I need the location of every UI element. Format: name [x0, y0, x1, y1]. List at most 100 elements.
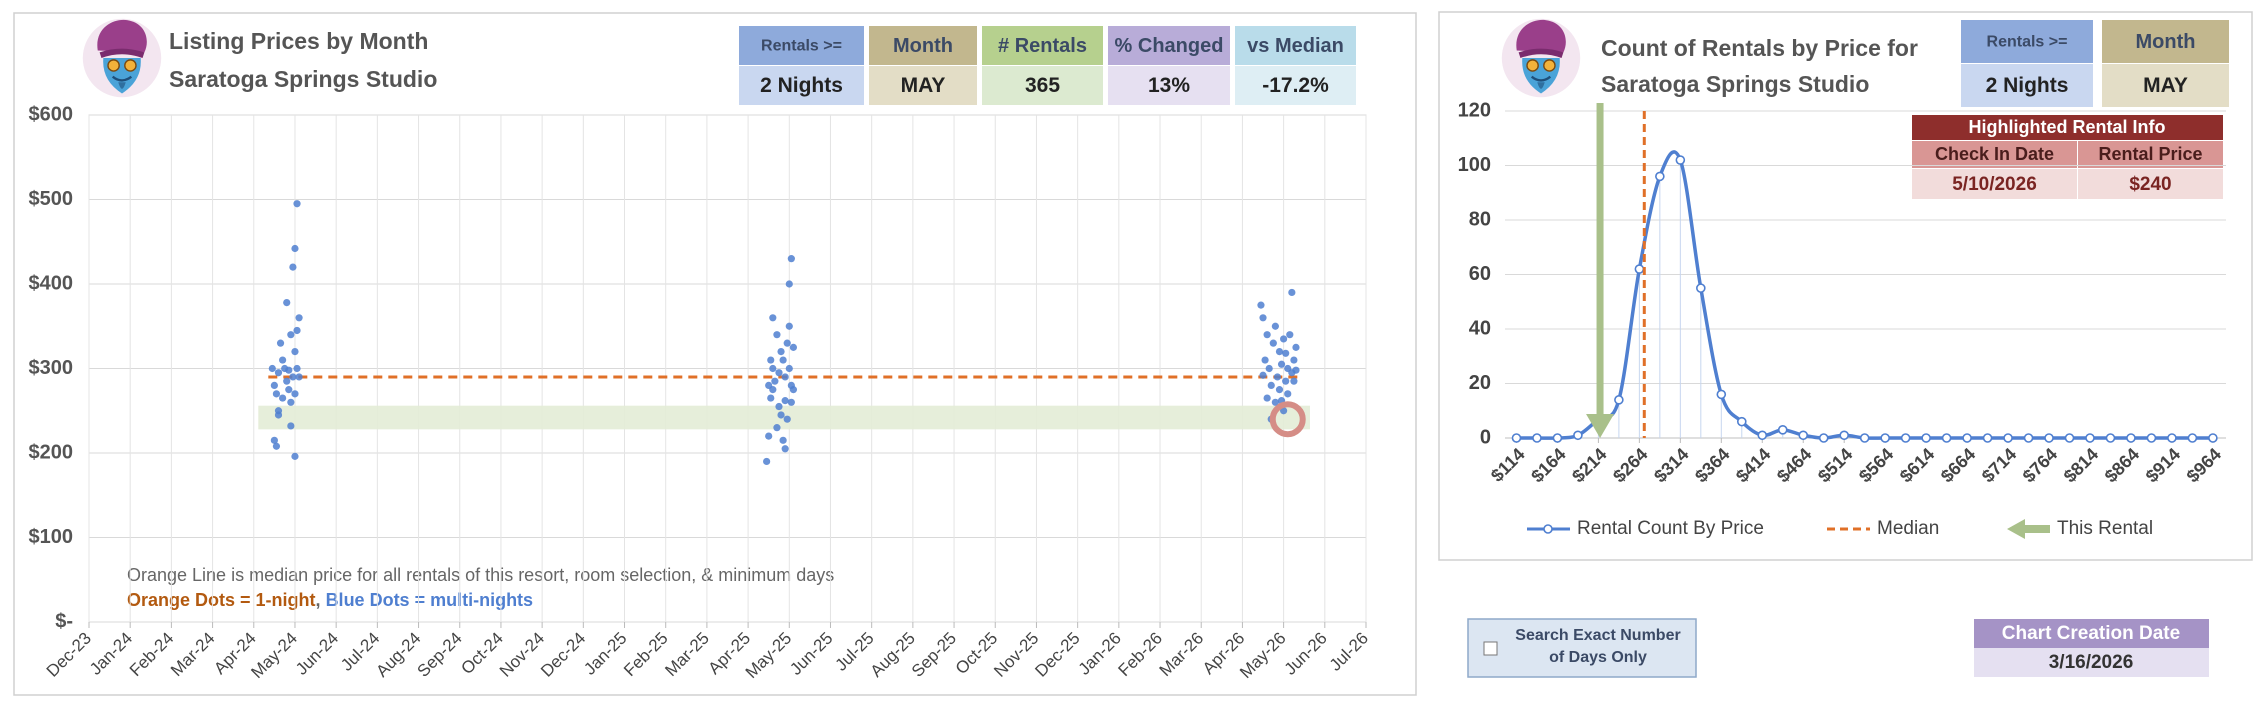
option-box[interactable] — [1467, 618, 1697, 678]
point — [765, 432, 773, 440]
point — [1282, 377, 1290, 385]
point — [781, 397, 789, 405]
blue-note: Blue Dots = multi-nights — [326, 590, 534, 610]
stat-header — [739, 26, 864, 65]
marker — [1552, 433, 1563, 443]
point — [785, 364, 793, 373]
marker — [2167, 433, 2177, 443]
marker — [1900, 433, 1911, 443]
point — [291, 244, 299, 253]
checkbox[interactable] — [1483, 641, 1498, 656]
point — [767, 394, 775, 402]
annotation: Orange Line is median price for all rent… — [127, 565, 834, 585]
chart-title: Listing Prices by Month — [169, 28, 428, 54]
stat-label: % Changed — [1115, 35, 1224, 57]
stat-value: 13% — [1148, 74, 1190, 97]
point — [781, 445, 789, 453]
option-label-box: Search Exact Number of Days Only — [1515, 627, 1680, 666]
point — [1284, 390, 1292, 398]
point — [773, 331, 781, 339]
point — [287, 422, 295, 430]
marker — [1511, 433, 1522, 443]
point — [1259, 314, 1267, 322]
search-option[interactable]: Search Exact Number of Days Only — [1467, 618, 1697, 678]
legend-swatch — [2007, 519, 2050, 539]
point — [771, 377, 779, 385]
point — [293, 364, 301, 373]
stat-value-box — [1108, 66, 1230, 105]
point — [777, 348, 785, 356]
marker — [1839, 430, 1849, 441]
y-tick-label: $300 — [29, 357, 74, 379]
chart-title: Count of Rentals by Price for — [1601, 35, 1918, 61]
table-cell-bg — [2078, 169, 2223, 199]
point — [1290, 356, 1298, 364]
marker — [2187, 433, 2198, 443]
point — [1275, 386, 1284, 394]
marker — [1696, 283, 1706, 293]
point — [783, 339, 791, 347]
marker — [2126, 433, 2136, 443]
point — [279, 356, 287, 364]
point — [769, 364, 777, 373]
marker — [1777, 425, 1788, 435]
marker — [2208, 433, 2218, 443]
point — [268, 364, 276, 373]
marker — [2044, 433, 2054, 443]
point — [272, 390, 281, 398]
point — [1290, 377, 1298, 385]
y-tick-label: 120 — [1458, 99, 1491, 121]
point — [775, 369, 783, 377]
y-tick-label: $- — [55, 610, 73, 632]
stat-header — [982, 26, 1103, 65]
chart-subtitle: Saratoga Springs Studio — [1601, 71, 1869, 97]
point — [779, 356, 787, 364]
stat-value: -17.2% — [1262, 74, 1329, 97]
stat-label: # Rentals — [998, 35, 1087, 57]
point — [291, 348, 299, 356]
y-tick-label: $400 — [29, 272, 74, 294]
y-tick-label: 80 — [1469, 208, 1491, 230]
point — [773, 424, 781, 432]
point — [287, 398, 295, 406]
point — [1261, 356, 1269, 364]
point — [777, 411, 785, 419]
table-cell: $240 — [2129, 174, 2171, 195]
legend-swatch — [1543, 524, 1553, 534]
date-value: 3/16/2026 — [2049, 652, 2134, 673]
point — [285, 386, 293, 394]
stat-header — [869, 26, 977, 65]
marker — [1655, 171, 1665, 182]
stat-label: Month — [2136, 31, 2196, 53]
point — [787, 381, 795, 389]
point — [781, 373, 789, 381]
point — [274, 369, 283, 377]
marker — [1736, 416, 1747, 427]
orange-note: Orange Dots = 1-night — [127, 590, 316, 610]
marker — [2085, 433, 2095, 443]
stat-value-box — [1235, 66, 1356, 105]
point — [1263, 394, 1271, 402]
marker — [1573, 430, 1583, 441]
marker — [1675, 155, 1686, 165]
point — [1263, 331, 1271, 339]
stat-value-box — [2102, 64, 2229, 107]
table-header-bg — [2078, 141, 2223, 168]
logo — [81, 17, 163, 99]
stat-label: Rentals >= — [1987, 34, 2068, 51]
marker — [2003, 433, 2013, 443]
table-title: Highlighted Rental Info — [1969, 117, 2166, 137]
point — [291, 390, 299, 398]
point — [767, 356, 775, 364]
point — [279, 394, 287, 402]
chart-subtitle: Saratoga Springs Studio — [169, 66, 437, 92]
marker — [2023, 433, 2034, 443]
point — [1273, 373, 1282, 381]
marker — [1982, 433, 1993, 443]
stat-value-box — [739, 66, 864, 105]
point — [1269, 339, 1277, 347]
legend-label: Rental Count By Price — [1577, 518, 1764, 539]
point — [1292, 343, 1300, 351]
point — [272, 442, 281, 450]
